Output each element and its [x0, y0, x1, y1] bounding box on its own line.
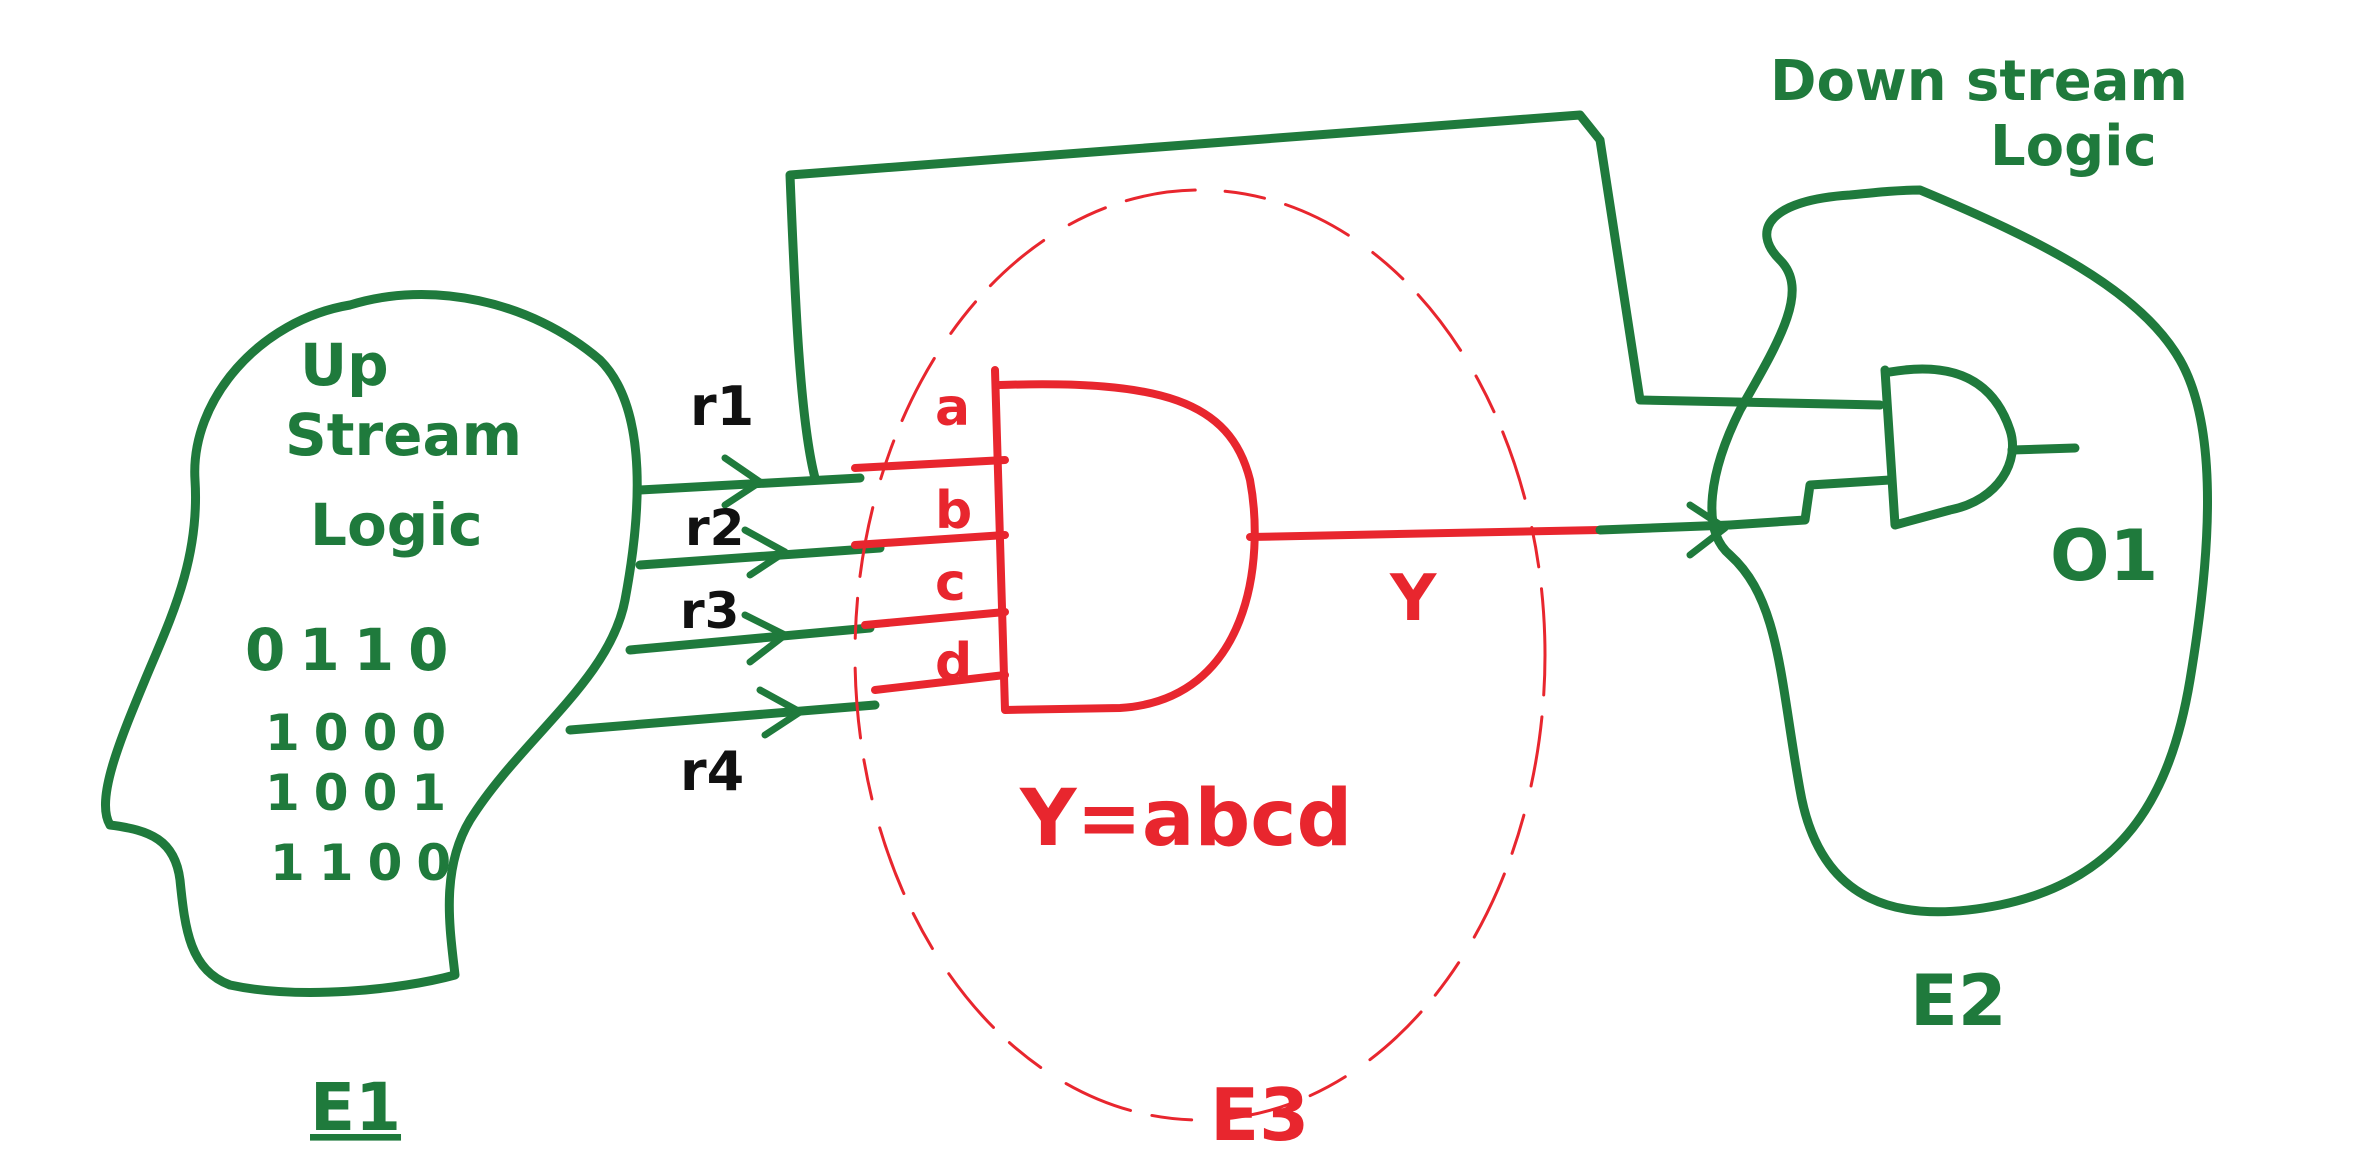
gate-boundary-dashed [853, 188, 1547, 1122]
upstream-label-line1: Up [300, 331, 389, 399]
arrowhead-y [1686, 501, 1729, 559]
entity-e3-label: E3 [1210, 1073, 1309, 1157]
input-stub-d [871, 671, 1009, 694]
input-label-c: c [935, 553, 966, 613]
wire-r1 [635, 473, 865, 495]
bits-row-2: 1000 [265, 704, 460, 762]
signal-label-r1: r1 [690, 375, 754, 438]
output-wire-y [1246, 526, 1604, 541]
wire-r3 [625, 623, 875, 655]
downstream-label-line1: Down stream [1770, 49, 2188, 114]
input-label-b: b [935, 481, 972, 541]
arrowhead-r1 [721, 454, 764, 509]
signal-label-r2: r2 [685, 499, 744, 557]
arrowhead-r3 [741, 611, 789, 666]
signal-label-r4: r4 [680, 740, 744, 803]
upstream-label-line2: Stream [285, 401, 522, 469]
output-label-y: Y [1389, 562, 1437, 636]
arrowhead-r4 [756, 686, 804, 739]
input-label-d: d [935, 633, 972, 693]
input-stub-b [851, 531, 1009, 549]
upstream-label-line3: Logic [310, 491, 483, 559]
entity-e2-label: E2 [1910, 960, 2007, 1042]
e2-gate-output [2007, 443, 2080, 455]
bits-row-4: 1100 [270, 834, 465, 892]
e2-gate-input-2 [1725, 475, 1895, 530]
output-label-o1: O1 [2050, 515, 2158, 597]
signal-label-r3: r3 [680, 582, 739, 640]
input-stub-a [851, 456, 1009, 472]
feedback-wire [785, 110, 1885, 483]
downstream-label-line2: Logic [1990, 114, 2157, 179]
y-to-downstream-wire [1595, 520, 1735, 535]
downstream-logic-blob [1707, 185, 2212, 917]
and-gate-e2 [1880, 364, 2017, 530]
and-gate-e3 [991, 366, 1259, 714]
bits-row-3: 1001 [265, 764, 460, 822]
gate-equation: Y=abcd [1019, 774, 1352, 864]
wire-r4 [565, 700, 880, 735]
bits-row-1: 0110 [245, 616, 462, 684]
entity-e1-label: E1 [310, 1069, 401, 1146]
wire-r2 [635, 543, 885, 570]
input-label-a: a [935, 378, 970, 438]
input-stub-c [861, 608, 1009, 629]
arrowhead-r2 [741, 526, 789, 579]
upstream-logic-blob [101, 289, 642, 997]
